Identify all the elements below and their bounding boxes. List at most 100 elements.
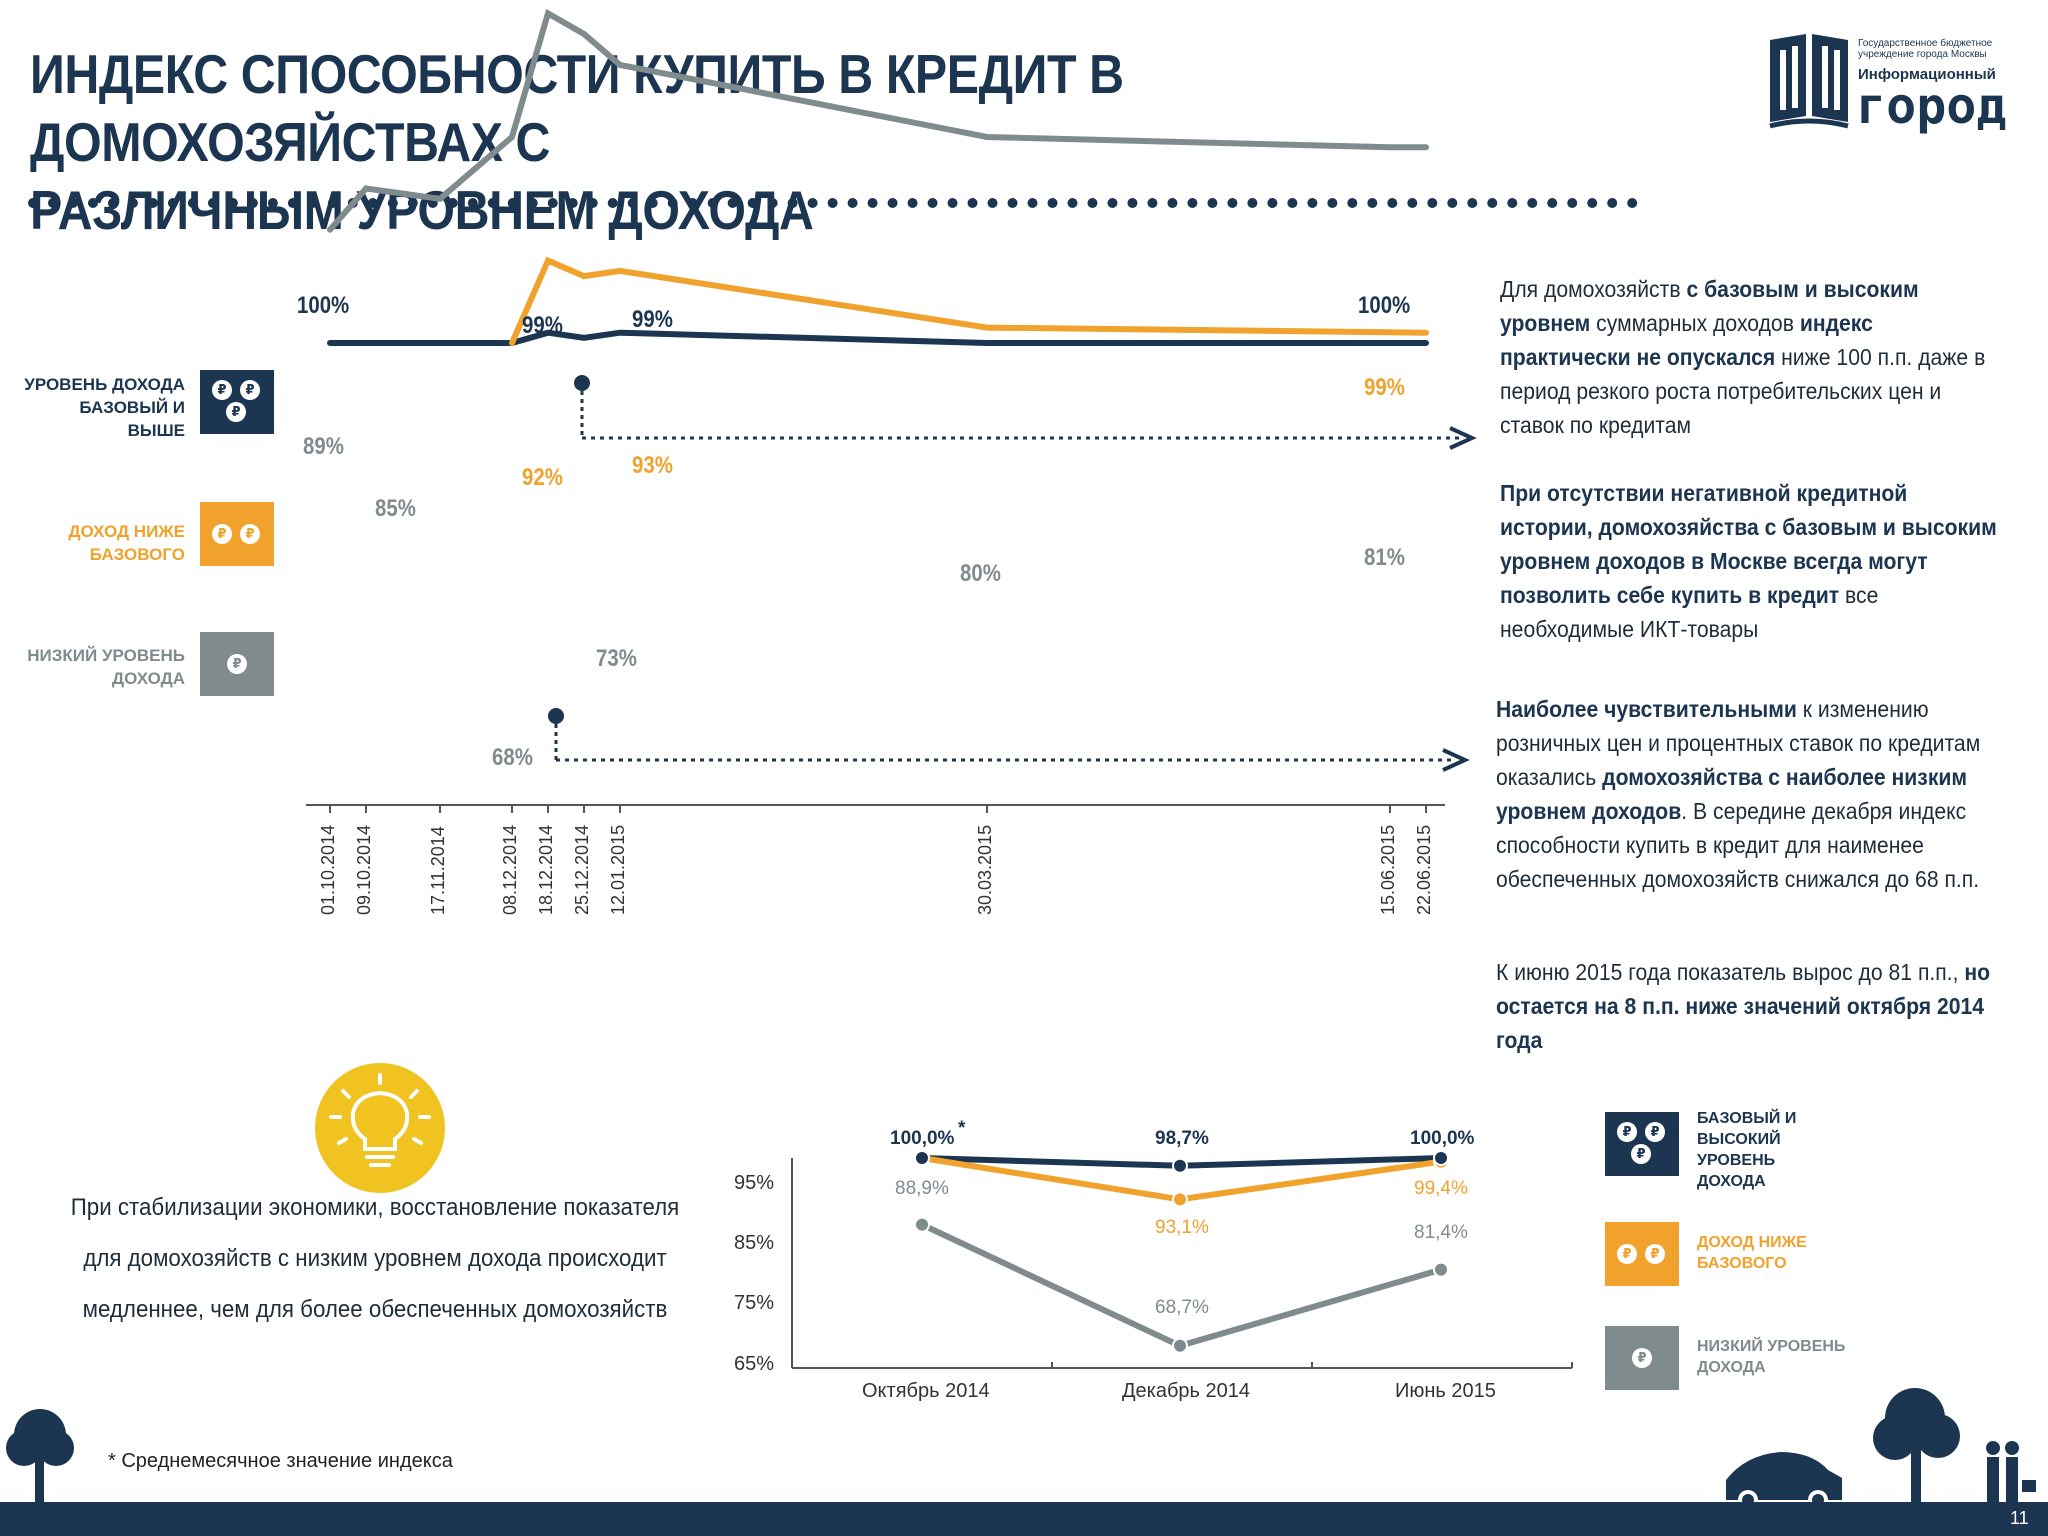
data-label-below-2: 93% xyxy=(632,452,673,479)
data-label-low-73: 73% xyxy=(596,645,637,672)
x-tick-label: 25.12.2014 xyxy=(572,824,592,915)
logo-name-2: город xyxy=(1856,77,2007,135)
data-point xyxy=(1172,1337,1188,1354)
page-title: ИНДЕКС СПОСОБНОСТИ КУПИТЬ В КРЕДИТ В ДОМ… xyxy=(30,40,1526,244)
x-tick-label: 09.10.2014 xyxy=(354,824,374,915)
p2-text: все необходимые ИКТ-товары xyxy=(1500,582,1879,642)
annotation-marker-2 xyxy=(548,708,564,724)
y-tick-label: 85% xyxy=(734,1232,775,1254)
tree-icon xyxy=(1873,1388,1960,1502)
x-tick-label: 17.11.2014 xyxy=(428,826,448,915)
x-tick-label: 12.01.2015 xyxy=(608,824,628,915)
ruble-coin-icon: ₽ xyxy=(226,402,246,422)
value-label: 88,9% xyxy=(895,1178,949,1199)
data-label-low-80: 80% xyxy=(960,560,1001,587)
p2-bold: При отсутствии негативной кредитной исто… xyxy=(1500,480,1997,608)
p4-text: К июню 2015 года показатель вырос до 81 … xyxy=(1496,959,1965,985)
x-tick-label: 22.06.2015 xyxy=(1414,824,1434,915)
ruble-coin-icon: ₽ xyxy=(1617,1122,1637,1142)
series-line-low xyxy=(327,8,1429,233)
value-label: 81,4% xyxy=(1414,1222,1468,1243)
y-tick-label: 65% xyxy=(734,1353,775,1375)
x-tick-label: 01.10.2014 xyxy=(318,824,338,915)
y-tick-label: 95% xyxy=(734,1172,775,1194)
data-point xyxy=(914,1216,930,1233)
series-line-2 xyxy=(920,1221,1442,1349)
x-category-label: Декабрь 2014 xyxy=(1122,1380,1251,1402)
data-label-below-end: 99% xyxy=(1364,374,1405,401)
data-point xyxy=(1172,1191,1188,1208)
value-label: 100,0% xyxy=(890,1128,955,1149)
ruble-coin-icon: ₽ xyxy=(1632,1348,1652,1368)
data-label-below-min: 92% xyxy=(522,464,563,491)
logo-name-1: Информационный xyxy=(1858,66,1996,83)
value-label: 99,4% xyxy=(1414,1178,1468,1199)
lightbulb-icon xyxy=(329,1073,431,1167)
data-label-low-85: 85% xyxy=(375,495,416,522)
series-line-below xyxy=(509,256,1429,346)
ruble-coin-icon: ₽ xyxy=(212,524,232,544)
p1-text: Для домохозяйств xyxy=(1500,276,1687,302)
data-point xyxy=(914,1150,930,1166)
legend-bottom-label-below: ДОХОД НИЖЕ БАЗОВОГО xyxy=(1697,1234,1807,1272)
y-tick-label: 75% xyxy=(734,1292,775,1314)
paragraph-3: Наиболее чувствительными к изменению роз… xyxy=(1496,692,1993,896)
p3-text: к изменению розничных цен и процентных с… xyxy=(1496,696,1981,790)
logo: Государственное бюджетное учреждение гор… xyxy=(1768,30,2008,142)
data-label-low-start: 89% xyxy=(303,433,344,460)
value-label: 93,1% xyxy=(1155,1217,1209,1238)
page-number: 11 xyxy=(2010,1508,2029,1528)
p4-bold: но остается на 8 п.п. ниже значений октя… xyxy=(1496,959,1991,1053)
ruble-coin-icon: ₽ xyxy=(240,380,260,400)
people-icon xyxy=(1986,1441,2036,1502)
ruble-coin-icon: ₽ xyxy=(212,380,232,400)
legend-bottom-swatch-low: ₽ xyxy=(1605,1326,1679,1390)
data-label-low-end: 81% xyxy=(1364,544,1405,571)
legend-top-label-low: НИЗКИЙ УРОВЕНЬ ДОХОДА xyxy=(27,646,185,688)
x-category-label: Июнь 2015 xyxy=(1395,1380,1496,1402)
ruble-coin-icon: ₽ xyxy=(240,524,260,544)
p3-bold: домохозяйства с наиболее низким уровнем … xyxy=(1496,764,1968,824)
data-label-low-min: 68% xyxy=(492,744,533,771)
bottom-conclusion: При стабилизации экономики, восстановлен… xyxy=(70,1194,680,1323)
ruble-coin-icon: ₽ xyxy=(227,654,247,674)
p1-bold: индекс практически не опускался xyxy=(1500,310,1873,370)
legend-top-swatch-low: ₽ xyxy=(200,632,274,696)
p3-bold: Наиболее чувствительными xyxy=(1496,696,1797,722)
p1-text: ниже 100 п.п. даже в период резкого рост… xyxy=(1500,344,1986,438)
x-tick-label: 18.12.2014 xyxy=(536,824,556,915)
legend-bottom-label-high: БАЗОВЫЙ И ВЫСОКИЙ УРОВЕНЬ ДОХОДА xyxy=(1697,1110,1797,1190)
paragraph-2: При отсутствии негативной кредитной исто… xyxy=(1500,476,1997,646)
paragraph-1: Для домохозяйств с базовым и высоким уро… xyxy=(1500,272,1997,442)
legend-bottom-label-low: НИЗКИЙ УРОВЕНЬ ДОХОДА xyxy=(1697,1338,1846,1376)
value-label: 68,7% xyxy=(1155,1297,1209,1318)
ruble-coin-icon: ₽ xyxy=(1617,1244,1637,1264)
data-label-high-dip2: 99% xyxy=(632,306,673,333)
bottom-chart-series xyxy=(914,1150,1449,1354)
ruble-coin-icon: ₽ xyxy=(1631,1144,1651,1164)
title-line-1: ИНДЕКС СПОСОБНОСТИ КУПИТЬ В КРЕДИТ В ДОМ… xyxy=(30,43,1124,173)
series-line-high xyxy=(327,329,1429,346)
legend-top-label-high: УРОВЕНЬ ДОХОДА БАЗОВЫЙ И ВЫШЕ xyxy=(24,375,185,440)
paragraph-4: К июню 2015 года показатель вырос до 81 … xyxy=(1496,955,1993,1057)
data-label-high-start: 100% xyxy=(297,292,350,319)
data-point xyxy=(1433,1261,1449,1278)
ruble-coin-icon: ₽ xyxy=(1645,1122,1665,1142)
lightbulb-badge xyxy=(315,1063,445,1193)
legend-top-label-below: ДОХОД НИЖЕ БАЗОВОГО xyxy=(68,522,185,564)
p1-bold: с базовым и высоким уровнем xyxy=(1500,276,1919,336)
data-point xyxy=(1172,1157,1188,1174)
logo-subtitle: Государственное бюджетное учреждение гор… xyxy=(1858,38,1993,60)
p3-text: . В середине декабря индекс способности … xyxy=(1496,798,1980,892)
ruble-coin-icon: ₽ xyxy=(1645,1244,1665,1264)
value-label: 100,0% xyxy=(1410,1128,1475,1149)
legend-bottom-swatch-high: ₽ ₽ ₽ xyxy=(1605,1112,1679,1176)
arrow-head-icon xyxy=(1449,426,1477,450)
title-divider xyxy=(28,198,1638,208)
x-tick-label: 30.03.2015 xyxy=(975,824,995,915)
legend-top-swatch-high: ₽ ₽ ₽ xyxy=(200,370,274,434)
footnote: * Среднемесячное значение индекса xyxy=(108,1450,453,1472)
book-logo-icon xyxy=(1769,34,1849,129)
p1-text: суммарных доходов xyxy=(1590,310,1800,336)
